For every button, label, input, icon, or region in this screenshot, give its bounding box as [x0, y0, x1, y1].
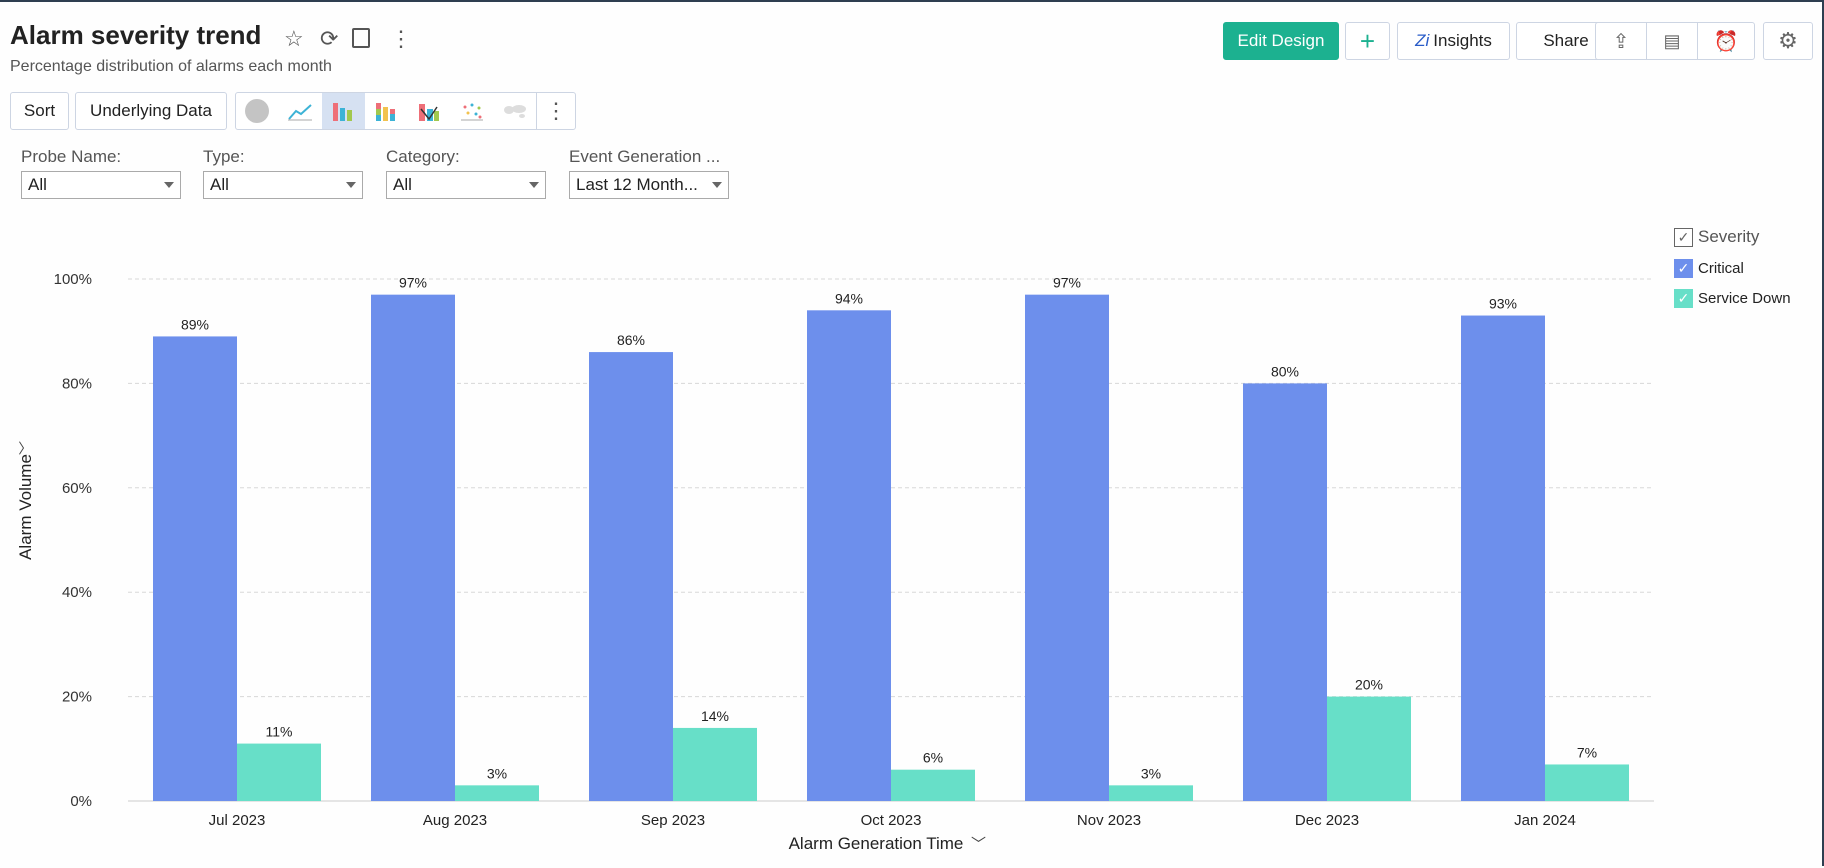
- data-label: 93%: [1489, 296, 1517, 312]
- alarm-clock-icon[interactable]: ⏰: [1697, 22, 1755, 60]
- bar-service-down[interactable]: [1327, 696, 1411, 801]
- settings-gear-icon[interactable]: ⚙: [1763, 22, 1813, 60]
- x-axis-title[interactable]: Alarm Generation Time: [789, 834, 964, 853]
- filter-label: Probe Name:: [21, 147, 122, 166]
- bar-critical[interactable]: [153, 336, 237, 801]
- comment-icon[interactable]: ▤: [1646, 22, 1698, 60]
- export-icon[interactable]: ⇪: [1595, 22, 1647, 60]
- bar-service-down[interactable]: [237, 743, 321, 801]
- data-label: 11%: [266, 724, 293, 740]
- x-tick-label: Aug 2023: [423, 812, 487, 829]
- data-label: 14%: [701, 708, 729, 724]
- filter-select[interactable]: All: [386, 171, 546, 199]
- data-label: 7%: [1577, 744, 1597, 760]
- legend-title[interactable]: ✓ Severity: [1674, 227, 1759, 247]
- filter-label: Event Generation ...: [569, 147, 721, 166]
- data-label: 6%: [923, 750, 943, 766]
- page-subtitle: Percentage distribution of alarms each m…: [10, 58, 332, 75]
- insights-button[interactable]: Zi Insights: [1397, 22, 1510, 60]
- chart-type-switcher: ⋮: [235, 92, 576, 130]
- bar-critical[interactable]: [1243, 383, 1327, 801]
- bar-critical[interactable]: [371, 294, 455, 801]
- more-chart-types-icon[interactable]: ⋮: [536, 93, 575, 129]
- edit-design-button[interactable]: Edit Design: [1223, 22, 1339, 60]
- data-label: 80%: [1271, 363, 1299, 379]
- star-icon[interactable]: ☆: [284, 26, 304, 51]
- data-label: 94%: [835, 290, 863, 306]
- bar-critical[interactable]: [807, 310, 891, 801]
- refresh-icon[interactable]: ⟳: [320, 26, 339, 51]
- legend-item-service-down[interactable]: ✓ Service Down: [1674, 289, 1791, 308]
- map-chart-icon[interactable]: [493, 93, 536, 129]
- page-title: Alarm severity trend: [10, 20, 262, 50]
- bar-critical[interactable]: [589, 352, 673, 801]
- data-label: 3%: [487, 765, 507, 781]
- bar-service-down[interactable]: [891, 769, 975, 801]
- x-tick-label: Jul 2023: [209, 812, 266, 829]
- data-label: 86%: [617, 332, 645, 348]
- underlying-data-button[interactable]: Underlying Data: [75, 92, 227, 130]
- save-icon[interactable]: [352, 28, 370, 48]
- checkbox-icon: ✓: [1674, 227, 1693, 247]
- add-button[interactable]: +: [1345, 22, 1390, 60]
- bar-critical[interactable]: [1461, 315, 1545, 801]
- dropdown-arrow-icon: [346, 182, 356, 188]
- x-tick-label: Nov 2023: [1077, 812, 1141, 829]
- legend-item-critical[interactable]: ✓ Critical: [1674, 259, 1744, 278]
- y-tick-label: 0%: [70, 793, 92, 810]
- checkbox-icon: ✓: [1674, 259, 1693, 278]
- y-tick-label: 60%: [62, 480, 92, 497]
- x-tick-label: Oct 2023: [861, 812, 922, 829]
- y-tick-label: 100%: [54, 271, 92, 288]
- filter-select[interactable]: Last 12 Month...: [569, 171, 729, 199]
- bar-chart-icon[interactable]: [321, 93, 365, 129]
- data-label: 97%: [399, 275, 427, 291]
- dropdown-arrow-icon: [712, 182, 722, 188]
- sort-button[interactable]: Sort: [10, 92, 69, 130]
- stacked-bar-chart-icon[interactable]: [365, 93, 408, 129]
- data-label: 20%: [1355, 677, 1383, 693]
- dropdown-arrow-icon: [164, 182, 174, 188]
- bar-service-down[interactable]: [455, 785, 539, 801]
- filter-select[interactable]: All: [21, 171, 181, 199]
- y-tick-label: 40%: [62, 584, 92, 601]
- data-label: 3%: [1141, 765, 1161, 781]
- checkbox-icon: ✓: [1674, 289, 1693, 308]
- combo-chart-icon[interactable]: [407, 93, 450, 129]
- scatter-chart-icon[interactable]: [450, 93, 493, 129]
- x-tick-label: Sep 2023: [641, 812, 705, 829]
- more-vertical-icon[interactable]: ⋮: [390, 26, 412, 51]
- filter-label: Category:: [386, 147, 460, 166]
- y-tick-label: 80%: [62, 375, 92, 392]
- data-label: 97%: [1053, 275, 1081, 291]
- dropdown-arrow-icon: [529, 182, 539, 188]
- y-axis-title[interactable]: Alarm Volume: [16, 454, 35, 560]
- y-tick-label: 20%: [62, 689, 92, 706]
- bar-service-down[interactable]: [1545, 764, 1629, 801]
- pie-chart-icon[interactable]: [236, 93, 279, 129]
- x-tick-label: Jan 2024: [1514, 812, 1576, 829]
- chevron-down-icon[interactable]: ﹀: [971, 836, 986, 853]
- bar-critical[interactable]: [1025, 294, 1109, 801]
- bar-service-down[interactable]: [1109, 785, 1193, 801]
- x-tick-label: Dec 2023: [1295, 812, 1359, 829]
- filter-label: Type:: [203, 147, 245, 166]
- chevron-down-icon[interactable]: ﹀: [18, 441, 34, 455]
- filter-select[interactable]: All: [203, 171, 363, 199]
- data-label: 89%: [181, 316, 209, 332]
- line-chart-icon[interactable]: [279, 93, 322, 129]
- zia-icon: Zi: [1415, 31, 1430, 50]
- bar-service-down[interactable]: [673, 727, 757, 801]
